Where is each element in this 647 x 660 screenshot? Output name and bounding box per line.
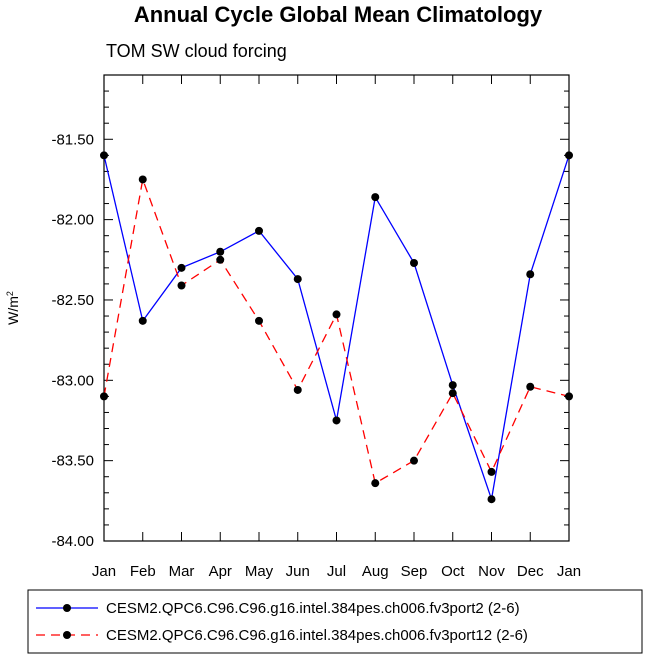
x-tick-label: Apr bbox=[209, 563, 232, 580]
series-2 bbox=[100, 175, 573, 488]
legend-marker-series-2 bbox=[63, 631, 71, 639]
plot-frame bbox=[103, 74, 570, 542]
data-point bbox=[448, 389, 457, 398]
y-axis-label-main: W/m bbox=[5, 296, 21, 325]
data-point bbox=[410, 259, 418, 268]
data-point bbox=[255, 226, 263, 235]
chart-title: Annual Cycle Global Mean Climatology bbox=[134, 2, 543, 27]
legend-label-series-2: CESM2.QPC6.C96.C96.g16.intel.384pes.ch00… bbox=[106, 627, 528, 644]
x-tick-label: Oct bbox=[441, 563, 465, 580]
data-point bbox=[526, 382, 535, 391]
axis-ticks: -84.00 -83.50 -83.00 -82.50 -82.00 -81.50 Jan F… bbox=[51, 74, 581, 580]
y-axis-label: W/m2 bbox=[5, 291, 21, 325]
x-tick-label: Sep bbox=[401, 563, 428, 580]
legend-marker-series-1 bbox=[63, 604, 71, 612]
y-tick-label: -81.50 bbox=[51, 131, 94, 148]
x-tick-label: Jan bbox=[92, 563, 116, 580]
y-tick-label: -83.50 bbox=[51, 453, 94, 470]
data-point bbox=[138, 175, 147, 184]
data-point bbox=[332, 310, 341, 319]
x-tick-label: Jul bbox=[327, 563, 346, 580]
x-tick-label: Dec bbox=[517, 563, 544, 580]
x-tick-label: Mar bbox=[169, 563, 195, 580]
data-point bbox=[410, 456, 418, 465]
legend-item-series-2: CESM2.QPC6.C96.C96.g16.intel.384pes.ch00… bbox=[36, 627, 528, 644]
y-axis-label-superscript: 2 bbox=[5, 291, 15, 296]
x-tick-label: Nov bbox=[478, 563, 505, 580]
data-point bbox=[100, 151, 108, 160]
x-tick-label: Jun bbox=[286, 563, 310, 580]
legend-item-series-1: CESM2.QPC6.C96.C96.g16.intel.384pes.ch00… bbox=[36, 600, 520, 617]
data-point bbox=[565, 392, 573, 401]
svg-text:W/m2: W/m2 bbox=[5, 291, 21, 325]
data-point bbox=[371, 479, 380, 488]
x-tick-label: Jan bbox=[557, 563, 581, 580]
x-tick-label: May bbox=[245, 563, 274, 580]
data-point bbox=[526, 270, 535, 279]
data-point bbox=[293, 385, 302, 394]
data-point bbox=[371, 193, 380, 202]
series-line-2 bbox=[103, 176, 570, 485]
series-line-1 bbox=[103, 155, 570, 500]
series-1 bbox=[100, 151, 573, 504]
y-tick-label: -84.00 bbox=[51, 533, 94, 550]
chart-subtitle: TOM SW cloud forcing bbox=[106, 41, 287, 61]
data-point bbox=[255, 316, 263, 325]
data-point bbox=[448, 381, 457, 390]
y-tick-label: -82.50 bbox=[51, 292, 94, 309]
y-tick-label: -83.00 bbox=[51, 372, 94, 389]
data-point bbox=[216, 255, 225, 264]
data-point bbox=[487, 467, 496, 476]
data-point bbox=[177, 281, 186, 290]
data-point bbox=[100, 392, 108, 401]
data-point bbox=[177, 263, 186, 272]
series-group bbox=[100, 151, 573, 504]
y-tick-label: -82.00 bbox=[51, 212, 94, 229]
legend-label-series-1: CESM2.QPC6.C96.C96.g16.intel.384pes.ch00… bbox=[106, 600, 520, 617]
x-tick-label: Aug bbox=[362, 563, 389, 580]
data-point bbox=[565, 151, 573, 160]
data-point bbox=[216, 247, 225, 256]
data-point bbox=[487, 495, 496, 504]
legend-box bbox=[27, 589, 643, 654]
data-point bbox=[332, 416, 341, 425]
x-tick-label: Feb bbox=[130, 563, 156, 580]
data-point bbox=[293, 275, 302, 284]
data-point bbox=[138, 316, 147, 325]
